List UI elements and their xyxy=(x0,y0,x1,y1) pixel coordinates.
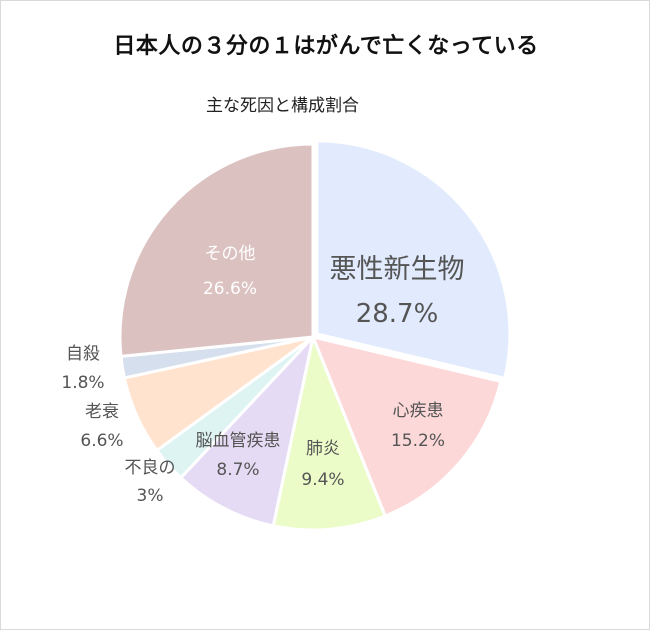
slice-value-label: 9.4% xyxy=(301,470,344,490)
chart-subtitle: 主な死因と構成割合 xyxy=(206,96,359,116)
slice-label: 自殺 xyxy=(66,344,100,364)
slice-label: 肺炎 xyxy=(306,439,340,459)
slice-label: 脳血管疾患 xyxy=(196,431,281,451)
slice-value-label: 3% xyxy=(137,486,164,506)
slice-label: 心疾患 xyxy=(393,401,444,421)
pie-slice xyxy=(271,331,388,532)
pie-slice xyxy=(178,332,316,528)
slice-value-label: 8.7% xyxy=(216,460,259,480)
slice-label: 悪性新生物 xyxy=(330,254,465,285)
slice-label: 老衰 xyxy=(85,402,119,422)
slice-label: 不良の xyxy=(125,458,176,478)
slice-value-label: 1.8% xyxy=(61,373,104,393)
pie-slice xyxy=(315,139,512,381)
slice-label: その他 xyxy=(205,244,256,264)
slice-value-label: 15.2% xyxy=(391,431,445,451)
slice-value-label: 26.6% xyxy=(203,279,257,299)
pie-slice xyxy=(118,142,315,359)
slice-value-label: 28.7% xyxy=(356,299,439,329)
slice-value-label: 6.6% xyxy=(80,431,123,451)
pie-slice xyxy=(310,334,503,518)
chart-title: 日本人の３分の１はがんで亡くなっている xyxy=(113,34,539,59)
